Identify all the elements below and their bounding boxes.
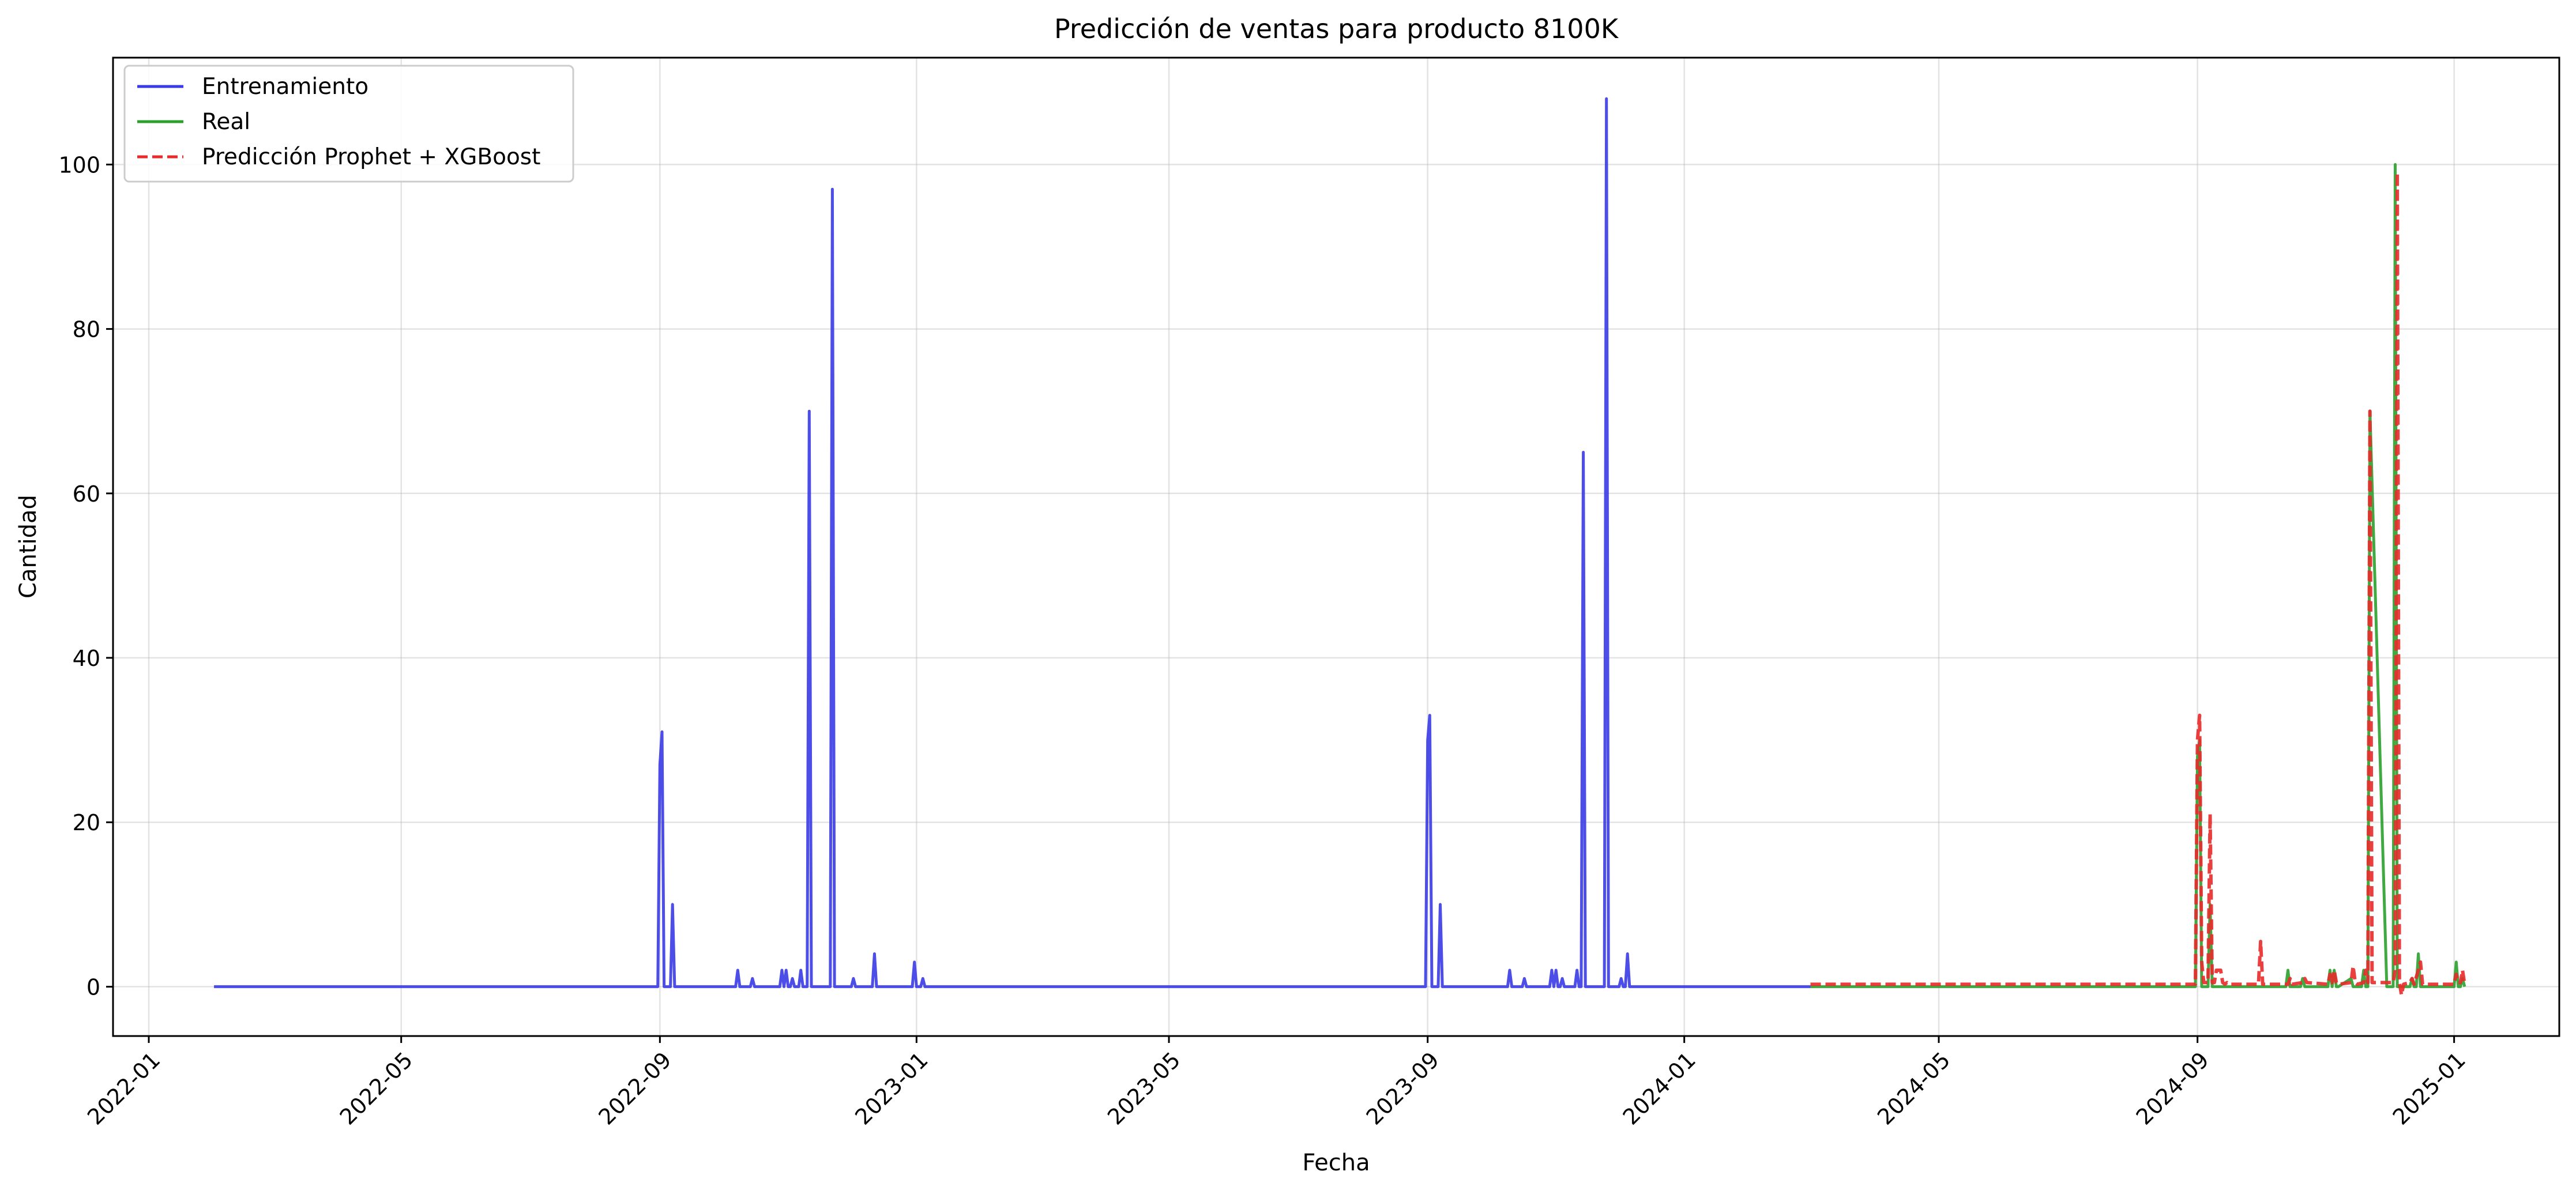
y-tick-label: 20 — [73, 810, 100, 835]
y-tick-label: 100 — [58, 152, 100, 178]
series-layer — [214, 97, 2466, 997]
legend-label-entrenamiento: Entrenamiento — [202, 74, 368, 100]
plot-frame — [112, 57, 2560, 1037]
x-axis-label: Fecha — [1302, 1150, 1370, 1176]
legend-label-real: Real — [202, 109, 250, 135]
y-tick-label: 40 — [73, 646, 100, 671]
y-tick-label: 60 — [73, 481, 100, 507]
y-axis: 0 20 40 60 80 100 — [58, 152, 113, 1000]
y-tick-label: 80 — [73, 317, 100, 342]
series-prediccion-line — [1810, 171, 2466, 997]
series-entrenamiento-line — [214, 97, 1811, 988]
legend-label-prediccion: Predicción Prophet + XGBoost — [202, 144, 540, 170]
chart-title: Predicción de ventas para producto 8100K — [1054, 13, 1619, 44]
y-axis-label: Cantidad — [15, 495, 42, 598]
legend-box — [123, 65, 574, 183]
legend: Entrenamiento Real Predicción Prophet + … — [123, 65, 574, 183]
series-real-line — [1810, 163, 2466, 988]
y-tick-label: 0 — [87, 974, 100, 1000]
